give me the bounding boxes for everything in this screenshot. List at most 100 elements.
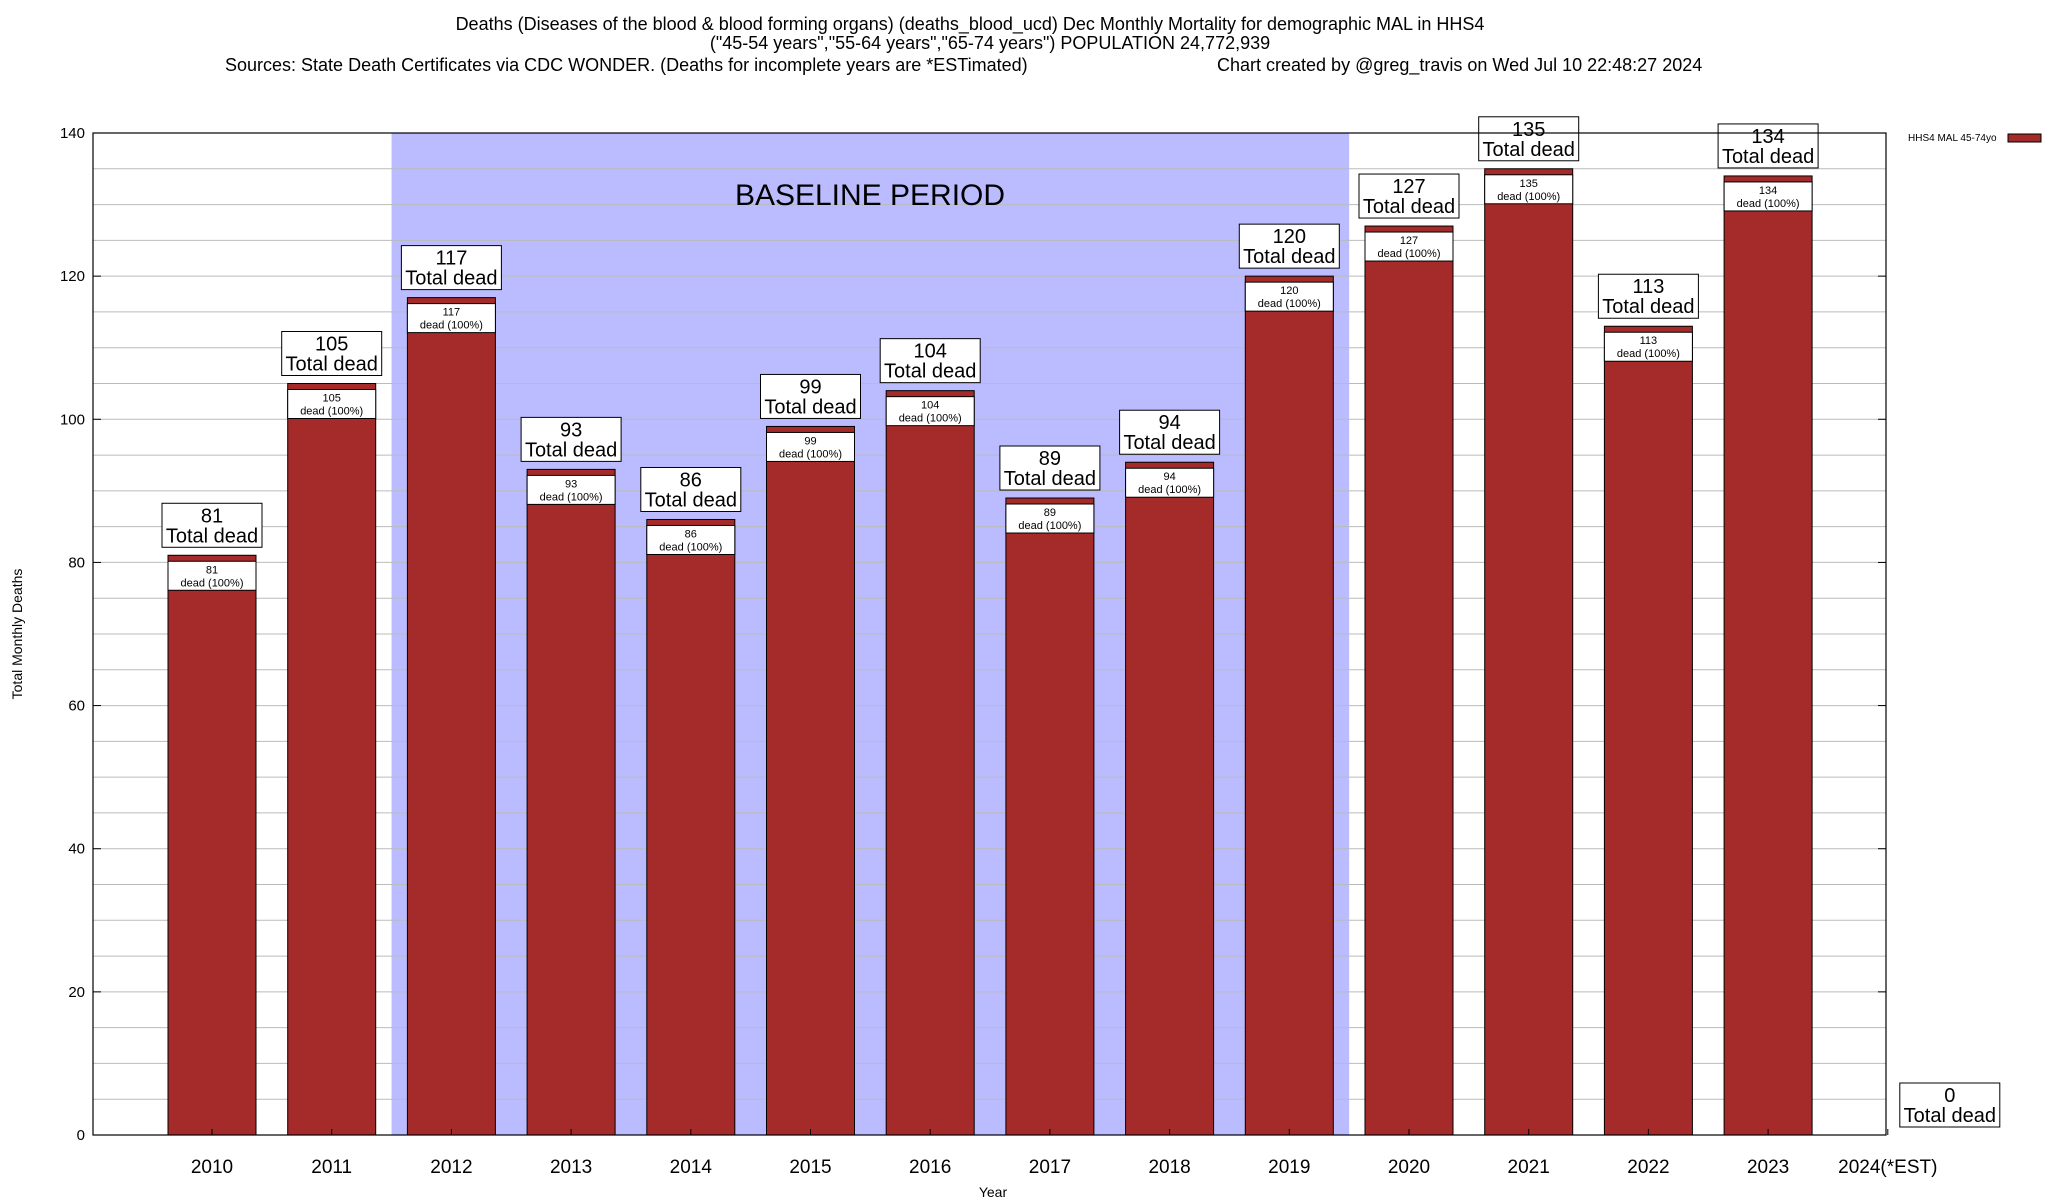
inner-percent-label: dead (100%) [1378,248,1441,260]
total-text-label: Total dead [645,489,737,511]
bar [1364,225,1454,1136]
total-label-box [1899,1082,2001,1128]
total-label-box [1717,123,1819,169]
bar [287,383,377,1136]
inner-value-label: 120 [1280,285,1298,297]
total-text-label: Total dead [405,268,497,290]
inner-percent-label: dead (100%) [300,406,363,418]
inner-label-box [526,474,616,505]
inner-value-label: 93 [565,478,577,490]
total-value-label: 113 [1632,276,1664,298]
inner-label-box [1005,503,1095,534]
inner-percent-label: dead (100%) [1617,348,1680,360]
chart-credit: Chart created by @greg_travis on Wed Jul… [1217,55,1702,76]
legend-swatch [2007,133,2042,143]
total-label-box [1238,223,1340,269]
inner-percent-label: dead (100%) [1737,198,1800,210]
inner-percent-label: dead (100%) [1497,191,1560,203]
inner-label-box [1484,174,1574,205]
x-tick-label: 2024(*EST) [1838,1157,1937,1178]
bar [646,518,736,1136]
x-tick-label: 2022 [1627,1157,1669,1178]
inner-percent-label: dead (100%) [659,541,722,553]
inner-percent-label: dead (100%) [1258,298,1321,310]
y-tick-label: 80 [68,554,85,571]
x-tick-label: 2016 [909,1157,951,1178]
inner-value-label: 134 [1759,185,1777,197]
total-value-label: 94 [1158,412,1180,434]
total-label-box [1478,116,1580,162]
y-axis-label: Total Monthly Deaths [9,569,25,700]
total-value-label: 127 [1392,176,1425,198]
total-value-label: 93 [560,419,582,441]
total-value-label: 105 [315,334,348,356]
bar [526,468,616,1136]
bar [167,554,257,1136]
total-value-label: 135 [1512,119,1545,141]
bar [766,425,855,1136]
total-text-label: Total dead [1483,139,1575,161]
inner-value-label: 89 [1044,507,1056,519]
bars [167,168,1813,1136]
inner-percent-label: dead (100%) [1018,520,1081,532]
gridlines [93,132,1886,1136]
bar [1484,168,1574,1136]
total-label-box [520,416,622,462]
inner-value-label: 117 [443,307,461,319]
baseline-label: BASELINE PERIOD [735,179,1005,212]
inner-label-box [646,524,736,555]
x-tick-label: 2010 [191,1157,233,1178]
bar [1603,325,1693,1136]
bar [1244,275,1334,1136]
inner-percent-label: dead (100%) [540,491,603,503]
y-tick-label: 40 [68,841,85,858]
x-tick-label: 2012 [430,1157,472,1178]
x-tick-label: 2021 [1508,1157,1550,1178]
total-text-label: Total dead [1243,246,1335,268]
total-label-box [760,373,861,419]
total-text-label: Total dead [1904,1105,1996,1127]
chart-title-line-2: ("45-54 years","55-64 years","65-74 year… [710,33,1270,53]
inner-value-label: 135 [1520,178,1538,190]
inner-label-box [1603,331,1693,362]
x-tick-label: 2014 [670,1157,713,1178]
inner-label-box [1125,467,1215,498]
bar [406,297,496,1136]
chart-title-line-1: Deaths (Diseases of the blood & blood fo… [456,14,1485,35]
total-value-label: 81 [201,505,223,527]
legend: HHS4 MAL 45-74yo [1908,133,2042,144]
total-text-label: Total dead [525,439,617,461]
total-label-box [1119,409,1221,455]
inner-label-box [1723,181,1813,212]
x-tick-label: 2013 [550,1157,592,1178]
inner-percent-label: dead (100%) [899,413,962,425]
total-value-label: 86 [680,469,702,491]
total-label-box [999,445,1101,491]
y-tick-label: 60 [68,698,85,715]
total-text-label: Total dead [286,354,378,376]
inner-percent-label: dead (100%) [420,320,483,332]
y-tick-label: 20 [68,984,85,1001]
total-value-label: 0 [1944,1085,1955,1107]
inner-label-box [766,431,855,462]
total-text-label: Total dead [166,525,258,547]
x-tick-label: 2011 [311,1157,352,1178]
total-text-label: Total dead [1722,146,1814,168]
axes: 2010 2011 2012 2013 2014 2015 2016 2017 2018 2019… [60,125,1937,1178]
total-value-label: 89 [1039,448,1061,470]
x-tick-label: 2018 [1148,1157,1190,1178]
y-tick-label: 140 [60,125,85,142]
total-text-label: Total dead [1004,468,1096,490]
total-label-box [281,331,383,376]
inner-value-label: 81 [206,564,218,576]
total-value-label: 120 [1273,226,1306,248]
plot-frame [92,132,1887,1136]
inner-value-label: 94 [1163,471,1175,483]
inner-percent-label: dead (100%) [1138,484,1201,496]
bar [1005,497,1095,1136]
total-value-label: 117 [435,248,467,270]
legend-label: HHS4 MAL 45-74yo [1908,133,1997,144]
total-label-box [1597,273,1699,319]
